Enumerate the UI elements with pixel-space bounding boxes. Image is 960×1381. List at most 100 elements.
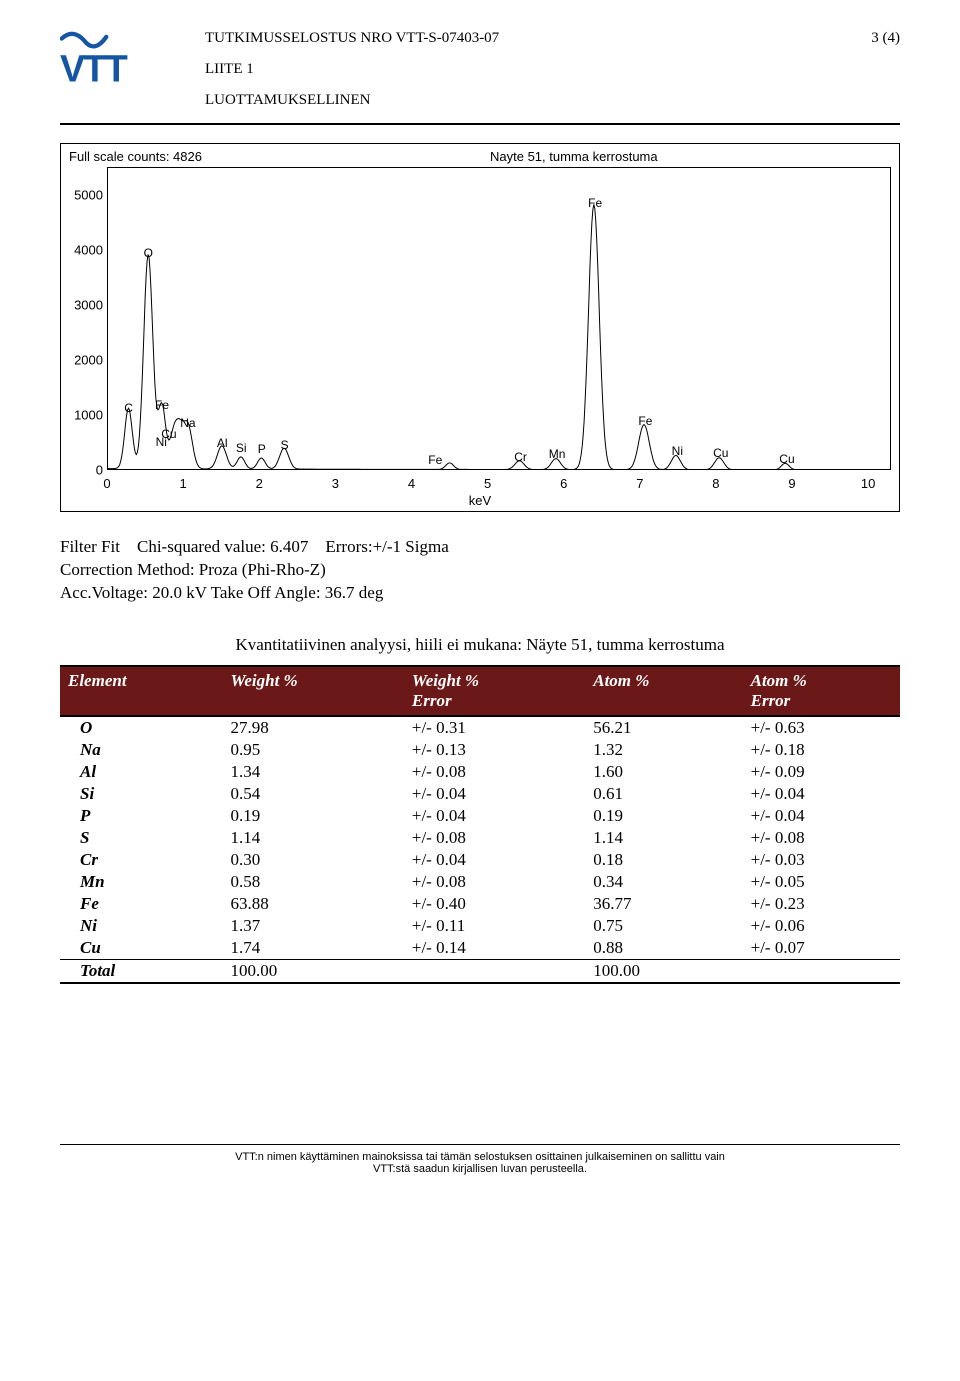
y-tick-label: 1000 (69, 408, 103, 421)
cell-element: Total (60, 959, 223, 983)
peak-label: Al (217, 437, 228, 449)
cell-atom: 1.32 (585, 739, 742, 761)
peak-label: Na (180, 417, 195, 429)
cell-element: Cr (60, 849, 223, 871)
cell-element: Al (60, 761, 223, 783)
cell-weight-err: +/- 0.40 (404, 893, 585, 915)
vtt-logo: VTT (60, 30, 180, 95)
cell-atom: 56.21 (585, 716, 742, 739)
cell-weight-err: +/- 0.08 (404, 761, 585, 783)
chart-sample-label: Nayte 51, tumma kerrostuma (470, 150, 891, 163)
table-row: Fe63.88+/- 0.4036.77+/- 0.23 (60, 893, 900, 915)
cell-element: O (60, 716, 223, 739)
confidential-label: LUOTTAMUKSELLINEN (205, 92, 900, 109)
peak-label: P (258, 443, 266, 455)
peak-label: O (144, 247, 153, 259)
acc-voltage: Acc.Voltage: 20.0 kV Take Off Angle: 36.… (60, 583, 383, 602)
th-atom: Atom % (585, 666, 742, 716)
peak-label: Fe (155, 399, 169, 411)
cell-atom: 0.19 (585, 805, 742, 827)
cell-atom: 36.77 (585, 893, 742, 915)
table-row-total: Total100.00100.00 (60, 959, 900, 983)
peak-label: Ni (672, 445, 683, 457)
th-weight: Weight % (223, 666, 404, 716)
cell-atom: 0.34 (585, 871, 742, 893)
x-tick-label: 6 (560, 477, 567, 490)
cell-weight: 0.54 (223, 783, 404, 805)
cell-atom-err: +/- 0.09 (743, 761, 900, 783)
y-tick-label: 4000 (69, 243, 103, 256)
th-atom-err: Atom %Error (743, 666, 900, 716)
cell-weight-err: +/- 0.04 (404, 849, 585, 871)
fit-info: Filter Fit Chi-squared value: 6.407 Erro… (60, 536, 900, 605)
cell-atom-err: +/- 0.04 (743, 805, 900, 827)
page-header: VTT TUTKIMUSSELOSTUS NRO VTT-S-07403-07 … (60, 30, 900, 109)
y-tick-label: 2000 (69, 353, 103, 366)
cell-atom-err: +/- 0.05 (743, 871, 900, 893)
chart-plot-area: COFeNiCuNaAlSiPSFeCrMnFeFeNiCuCu (107, 167, 891, 470)
cell-weight-err: +/- 0.04 (404, 805, 585, 827)
peak-label: S (281, 439, 289, 451)
cell-element: Ni (60, 915, 223, 937)
cell-atom-err: +/- 0.18 (743, 739, 900, 761)
table-row: Si0.54+/- 0.040.61+/- 0.04 (60, 783, 900, 805)
cell-weight-err: +/- 0.14 (404, 937, 585, 960)
cell-atom: 1.60 (585, 761, 742, 783)
cell-atom-err: +/- 0.03 (743, 849, 900, 871)
cell-element: P (60, 805, 223, 827)
cell-atom-err: +/- 0.23 (743, 893, 900, 915)
peak-label: Fe (428, 454, 442, 466)
cell-element: Cu (60, 937, 223, 960)
footer-l2: VTT:stä saadun kirjallisen luvan peruste… (373, 1163, 587, 1175)
peak-label: Fe (588, 197, 602, 209)
x-tick-label: 5 (484, 477, 491, 490)
cell-atom: 0.75 (585, 915, 742, 937)
table-row: Ni1.37+/- 0.110.75+/- 0.06 (60, 915, 900, 937)
cell-atom-err: +/- 0.63 (743, 716, 900, 739)
cell-weight-err: +/- 0.08 (404, 871, 585, 893)
errors-sigma: Errors:+/-1 Sigma (325, 537, 448, 556)
x-tick-label: 2 (256, 477, 263, 490)
cell-atom: 0.88 (585, 937, 742, 960)
cell-weight: 1.74 (223, 937, 404, 960)
cell-atom-err: +/- 0.07 (743, 937, 900, 960)
header-rule (60, 123, 900, 125)
th-element: Element (60, 666, 223, 716)
peak-label: Mn (549, 448, 566, 460)
footer-l1: VTT:n nimen käyttäminen mainoksissa tai … (235, 1151, 725, 1163)
cell-weight: 63.88 (223, 893, 404, 915)
page-number: 3 (4) (871, 30, 900, 47)
cell-weight-err: +/- 0.13 (404, 739, 585, 761)
cell-weight-err (404, 959, 585, 983)
x-tick-label: 4 (408, 477, 415, 490)
peak-label: Cr (514, 451, 527, 463)
cell-element: Mn (60, 871, 223, 893)
element-table: Element Weight % Weight %Error Atom % At… (60, 665, 900, 984)
cell-weight-err: +/- 0.08 (404, 827, 585, 849)
y-tick-label: 5000 (69, 188, 103, 201)
cell-weight-err: +/- 0.11 (404, 915, 585, 937)
cell-atom: 1.14 (585, 827, 742, 849)
table-row: Na0.95+/- 0.131.32+/- 0.18 (60, 739, 900, 761)
peak-label: Fe (638, 415, 652, 427)
cell-weight: 100.00 (223, 959, 404, 983)
filter-fit: Filter Fit (60, 537, 120, 556)
table-row: Cu1.74+/- 0.140.88+/- 0.07 (60, 937, 900, 960)
liite-label: LIITE 1 (205, 61, 900, 78)
chart-fullscale-label: Full scale counts: 4826 (69, 150, 470, 163)
cell-weight: 0.95 (223, 739, 404, 761)
x-tick-label: 7 (636, 477, 643, 490)
cell-weight: 1.14 (223, 827, 404, 849)
x-tick-label: 8 (712, 477, 719, 490)
page-footer: VTT:n nimen käyttäminen mainoksissa tai … (60, 1144, 900, 1175)
cell-weight: 0.30 (223, 849, 404, 871)
y-tick-label: 3000 (69, 298, 103, 311)
x-tick-label: 10 (861, 477, 875, 490)
peak-label: Si (236, 442, 247, 454)
peak-label: Cu (779, 453, 794, 465)
cell-weight-err: +/- 0.31 (404, 716, 585, 739)
cell-atom: 0.18 (585, 849, 742, 871)
cell-weight: 1.34 (223, 761, 404, 783)
correction-method: Correction Method: Proza (Phi-Rho-Z) (60, 560, 326, 579)
chart-x-label: keV (69, 494, 891, 507)
